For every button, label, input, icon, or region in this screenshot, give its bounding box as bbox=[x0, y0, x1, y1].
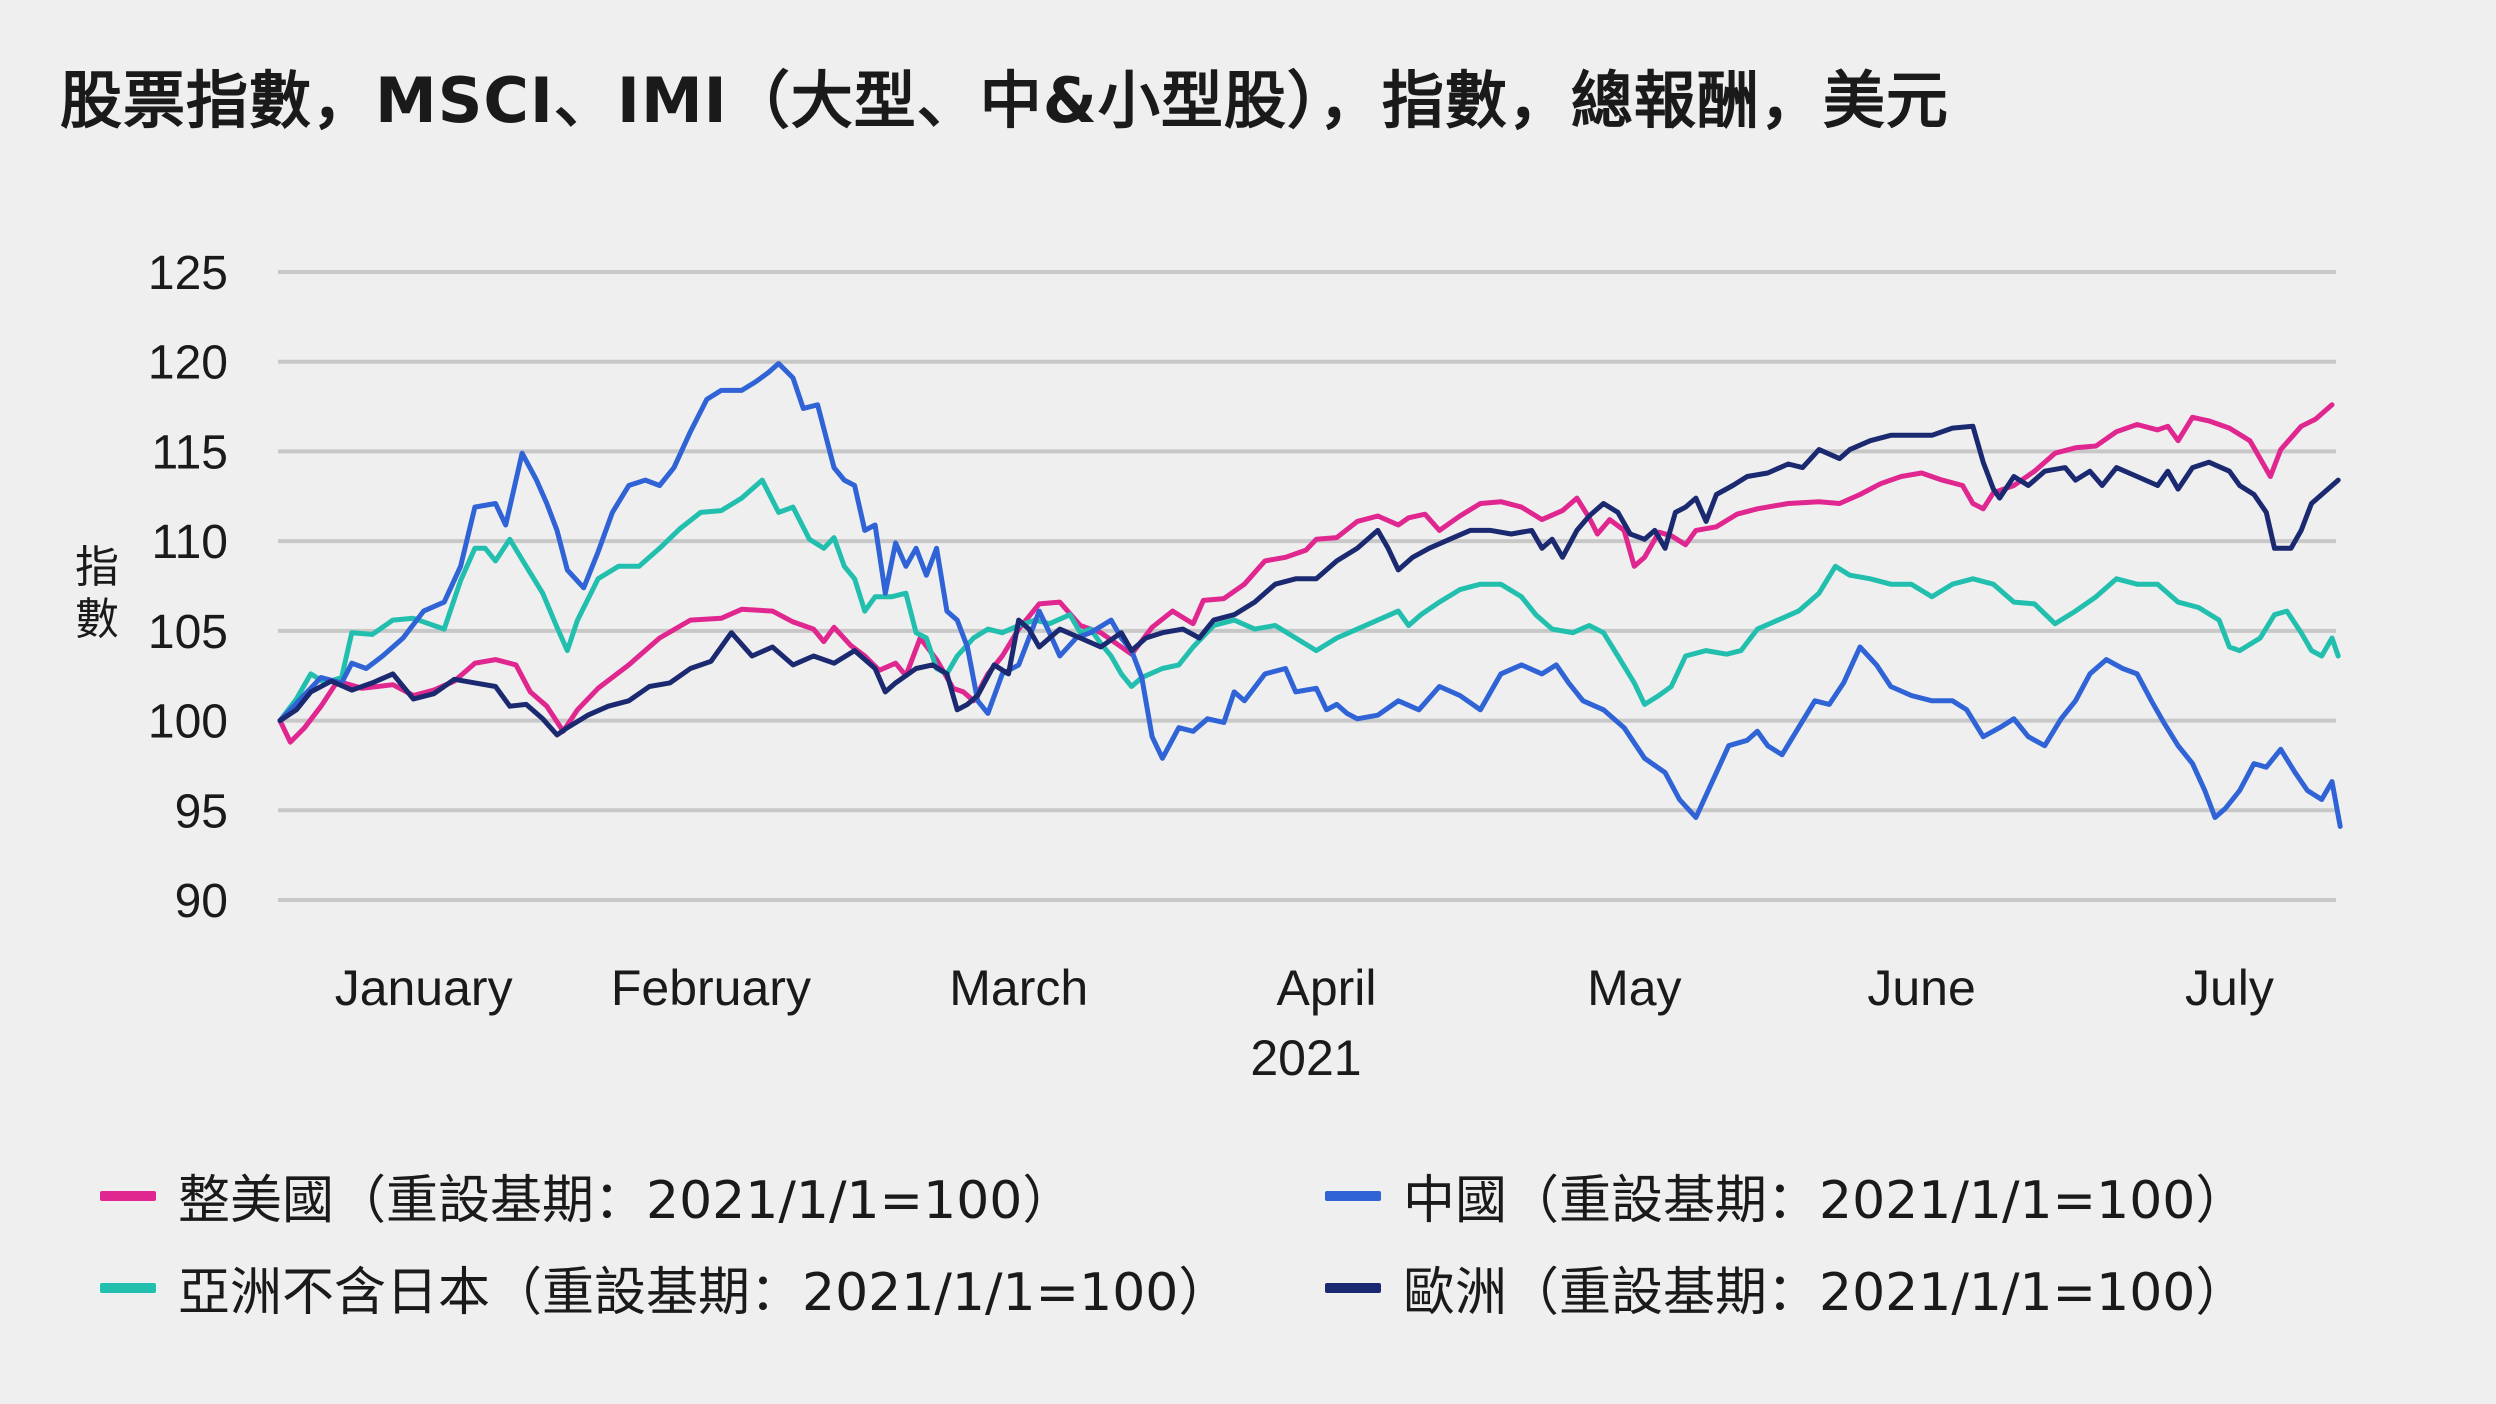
x-year-label: 2021 bbox=[1250, 1030, 1361, 1086]
y-tick-label: 110 bbox=[151, 516, 228, 569]
x-tick-label: February bbox=[611, 960, 811, 1016]
y-axis-label: 指數 bbox=[75, 542, 119, 645]
series-line-asia bbox=[277, 477, 2341, 724]
x-tick-label: April bbox=[1277, 960, 1377, 1016]
x-tick-label: January bbox=[335, 960, 513, 1016]
y-axis-ticks: 125 120 115 110 105 100 95 90 bbox=[148, 247, 228, 928]
y-tick-label: 125 bbox=[148, 247, 228, 300]
chart-title: 股票指數，MSCI、IMI（大型、中&小型股），指數，總報酬，美元 bbox=[60, 64, 1949, 137]
y-axis-label-char: 數 bbox=[75, 594, 119, 645]
x-axis-ticks: January February March April May June July 2021 bbox=[335, 960, 2274, 1086]
y-tick-label: 105 bbox=[148, 606, 228, 659]
x-tick-label: May bbox=[1587, 960, 1681, 1016]
series-line-us bbox=[277, 402, 2335, 745]
x-tick-label: June bbox=[1867, 960, 1975, 1016]
x-tick-label: July bbox=[2185, 960, 2274, 1016]
y-tick-label: 120 bbox=[148, 337, 228, 390]
series-lines bbox=[277, 361, 2343, 829]
gridlines bbox=[278, 270, 2336, 902]
y-axis-label-char: 指 bbox=[75, 542, 119, 593]
x-tick-label: March bbox=[949, 960, 1088, 1016]
y-tick-label: 100 bbox=[148, 696, 228, 749]
series-line-europe bbox=[277, 423, 2341, 738]
series-line-china bbox=[277, 361, 2343, 829]
y-tick-label: 115 bbox=[151, 426, 228, 479]
y-tick-label: 95 bbox=[175, 785, 228, 838]
y-tick-label: 90 bbox=[175, 875, 228, 928]
